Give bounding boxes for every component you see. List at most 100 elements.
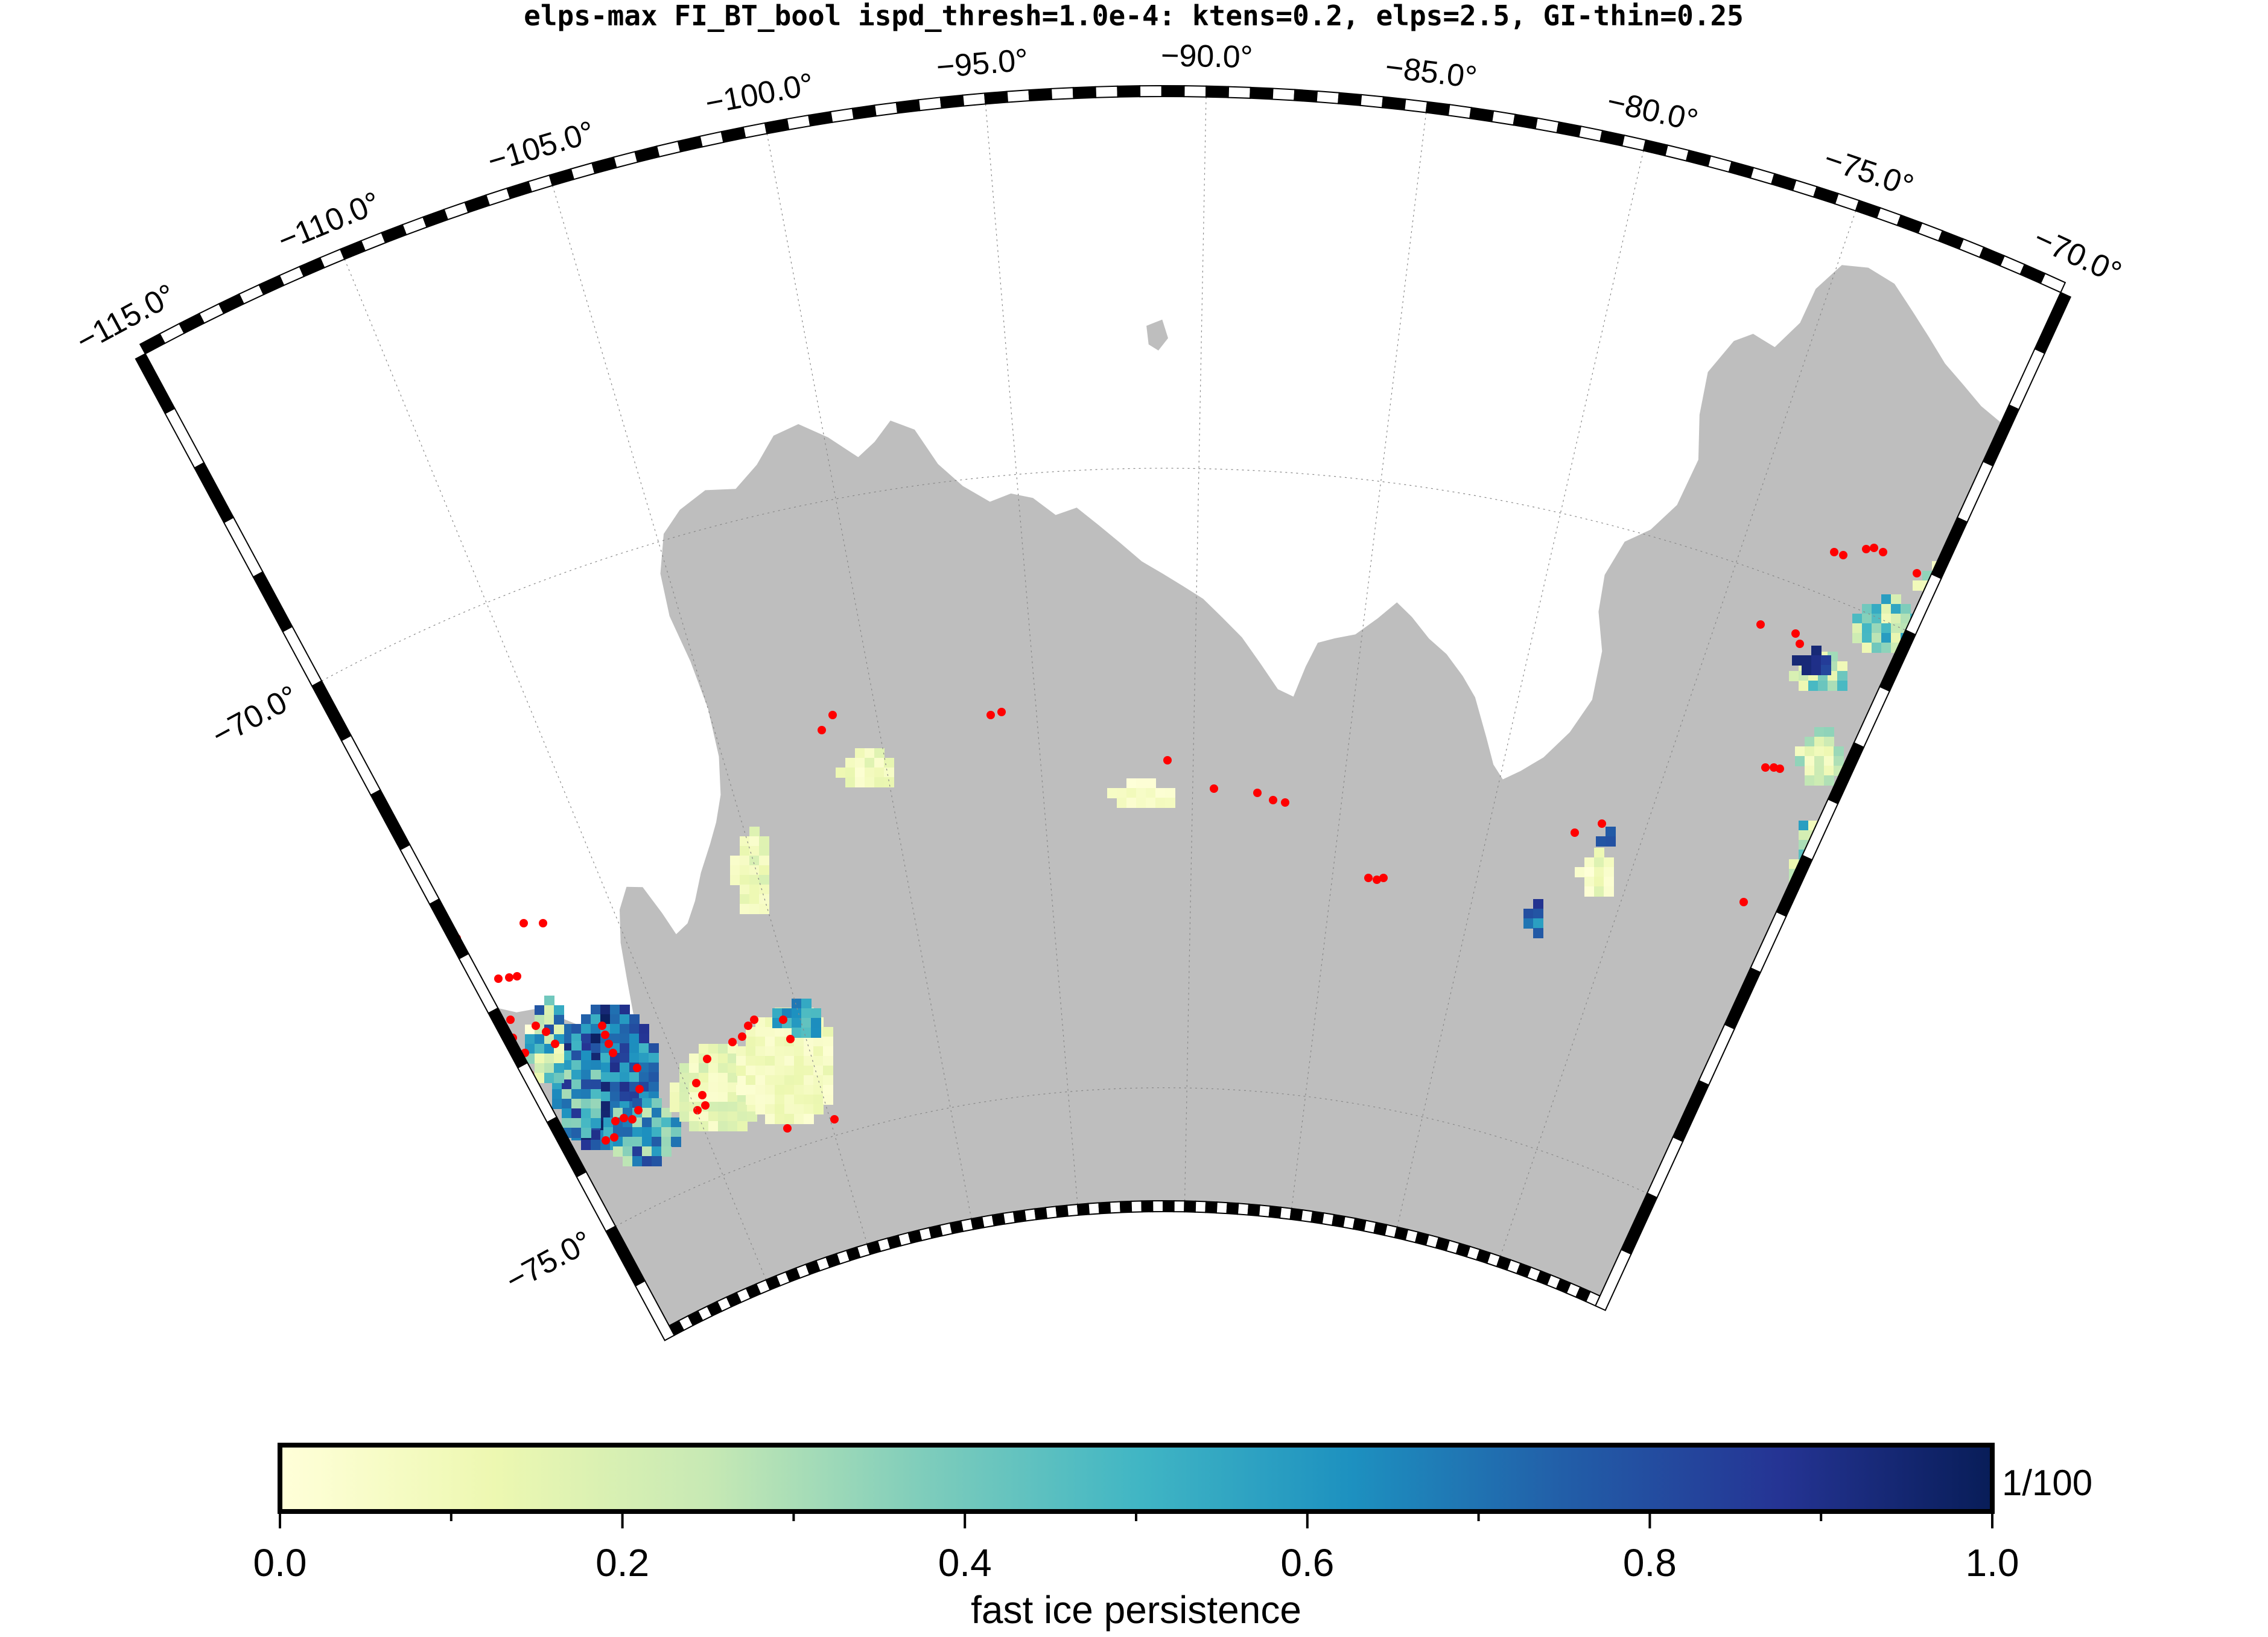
fast-ice-cell: [610, 1005, 620, 1015]
fast-ice-cell: [649, 1043, 659, 1054]
fast-ice-cell: [1800, 915, 1810, 926]
fast-ice-cell: [755, 1085, 766, 1095]
fast-ice-cell: [749, 856, 760, 866]
fast-ice-cell: [1824, 775, 1834, 786]
meridian-line: [552, 185, 871, 1255]
fast-ice-cell: [1805, 775, 1815, 786]
fast-ice-cell: [591, 1034, 601, 1044]
fast-ice-cell: [792, 1008, 802, 1019]
fast-ice-cell: [804, 1056, 814, 1066]
fast-ice-cell: [1808, 936, 1819, 947]
fast-ice-cell: [784, 1046, 795, 1057]
fast-ice-cell: [845, 777, 856, 787]
fast-ice-cell: [775, 1056, 785, 1066]
frame-band: [1161, 84, 1185, 98]
frame-band: [1141, 1200, 1154, 1213]
fast-ice-cell: [689, 1092, 699, 1102]
fast-ice-cell: [1117, 788, 1127, 798]
fast-ice-cell: [1818, 888, 1828, 898]
fast-ice-cell: [775, 1085, 785, 1095]
fast-ice-cell: [679, 1102, 690, 1112]
frame-band: [2039, 272, 2066, 294]
fast-ice-cell: [554, 1063, 564, 1073]
fast-ice-cell: [1814, 756, 1825, 766]
fast-ice-cell: [1790, 925, 1800, 935]
fast-ice-cell: [1136, 778, 1146, 789]
fast-ice-cell: [811, 1018, 821, 1028]
fast-ice-cell: [1155, 798, 1166, 808]
fast-ice-cell: [1837, 681, 1847, 691]
fast-ice-cell: [1808, 888, 1819, 898]
fast-ice-cell: [613, 1146, 623, 1157]
fast-ice-cell: [801, 1028, 812, 1038]
longitude-label: −80.0°: [1604, 84, 1701, 139]
fast-ice-cell: [747, 1111, 757, 1122]
fast-ice-cell: [571, 1041, 582, 1051]
fast-ice-cell: [600, 1053, 611, 1063]
fast-ice-cell: [759, 836, 769, 847]
fast-ice-cell: [1910, 735, 1920, 745]
fast-ice-cell: [749, 875, 760, 885]
grounded-iceberg-marker: [1281, 798, 1289, 807]
fast-ice-cell: [1891, 614, 1901, 624]
fast-ice-cell: [620, 1043, 630, 1054]
fast-ice-cell: [661, 1108, 672, 1118]
fast-ice-cell: [1799, 830, 1809, 841]
fast-ice-cell: [794, 1104, 804, 1114]
parallel-line: [615, 1087, 1648, 1227]
grounded-iceberg-marker: [692, 1079, 700, 1087]
fast-ice-cell: [610, 1072, 620, 1082]
fast-ice-cell: [718, 1063, 728, 1073]
fast-ice-cell: [670, 1082, 680, 1093]
fast-ice-cell: [591, 1014, 601, 1025]
fast-ice-cell: [629, 1034, 640, 1044]
fast-ice-cell: [571, 1089, 582, 1099]
fast-ice-cell: [1872, 604, 1882, 614]
fast-ice-cell: [642, 1117, 652, 1128]
frame-band: [918, 97, 942, 112]
fast-ice-cell: [699, 1111, 709, 1122]
fast-ice-cell: [765, 1037, 775, 1047]
fast-ice-cell: [639, 1072, 649, 1082]
fast-ice-cell: [1594, 886, 1604, 897]
grounded-iceberg-marker: [830, 1115, 839, 1124]
fast-ice-cell: [708, 1073, 719, 1083]
fast-ice-cell: [775, 1066, 785, 1076]
fast-ice-cell: [1920, 725, 1930, 736]
fast-ice-cell: [804, 1085, 814, 1095]
grounded-iceberg-marker: [1373, 876, 1381, 884]
fast-ice-cell: [728, 1082, 738, 1093]
fast-ice-cell: [1814, 775, 1825, 786]
fast-ice-cell: [736, 1056, 746, 1066]
fast-ice-cell: [736, 1046, 746, 1057]
fast-ice-cell: [1814, 766, 1825, 776]
fast-ice-cell: [728, 1121, 738, 1131]
fast-ice-cell: [1146, 798, 1156, 808]
fast-ice-cell: [591, 1043, 601, 1054]
meridian-line: [1184, 97, 1207, 1212]
fast-ice-cell: [804, 1066, 814, 1076]
fast-ice-cell: [1818, 908, 1828, 918]
fast-ice-cell: [610, 1014, 620, 1025]
fast-ice-cell: [2097, 574, 2108, 584]
grounded-iceberg-marker: [505, 973, 513, 982]
fast-ice-cell: [1808, 681, 1819, 691]
fast-ice-cell: [679, 1063, 690, 1073]
fast-ice-cell: [728, 1102, 738, 1112]
fast-ice-cell: [639, 1043, 649, 1054]
grounded-iceberg-marker: [1253, 789, 1262, 797]
fast-ice-cell: [772, 1008, 783, 1019]
frame-band: [1076, 1203, 1090, 1216]
fast-ice-cell: [718, 1102, 728, 1112]
fast-ice-cell: [1818, 681, 1828, 691]
fast-ice-cell: [1802, 665, 1812, 675]
fast-ice-cell: [755, 1027, 766, 1037]
fast-ice-cell: [804, 1046, 814, 1057]
fast-ice-cell: [718, 1044, 728, 1054]
fast-ice-cell: [759, 856, 769, 866]
fast-ice-cell: [740, 856, 750, 866]
fast-ice-cell: [1799, 908, 1809, 918]
fast-ice-cell: [562, 1118, 572, 1128]
fast-ice-cell: [1930, 745, 1940, 755]
fast-ice-cell: [581, 1079, 591, 1090]
